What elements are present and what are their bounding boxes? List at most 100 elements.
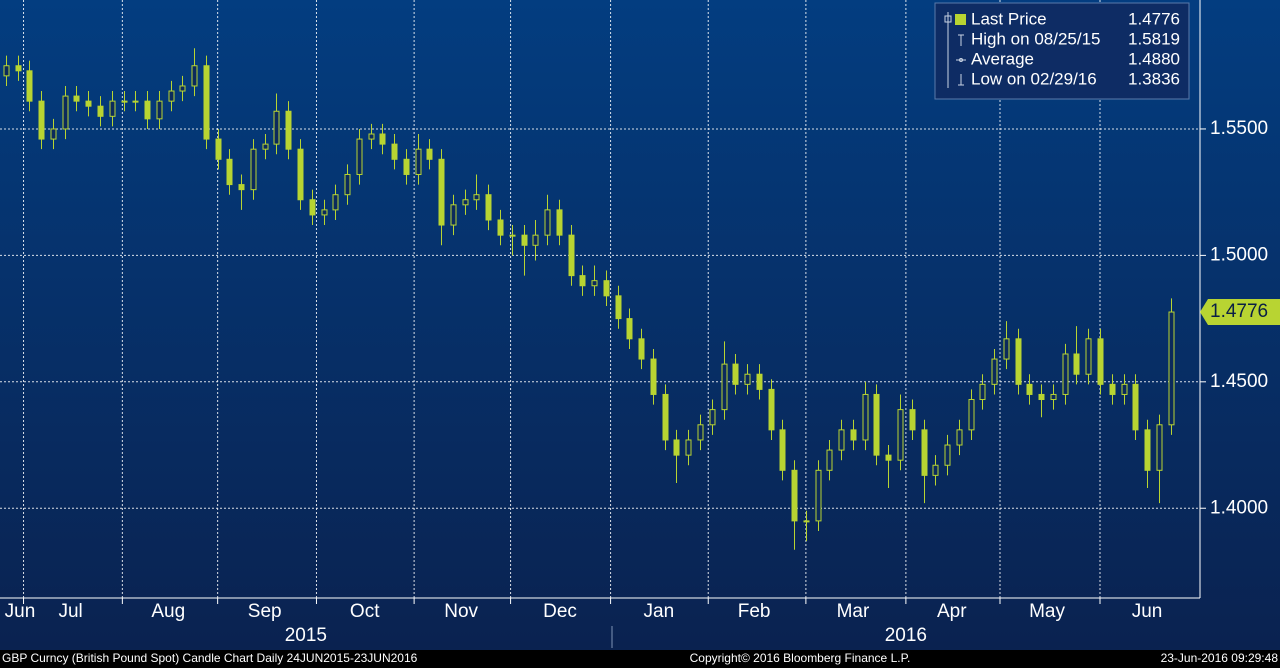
- candle-body: [1038, 393, 1045, 401]
- x-tick-label: Feb: [738, 601, 771, 622]
- x-tick-label: Apr: [937, 601, 967, 622]
- candle-body: [1003, 338, 1010, 360]
- candle-body: [121, 100, 128, 103]
- candle-body: [697, 424, 704, 441]
- x-tick-label: Dec: [543, 601, 577, 622]
- candle-body: [815, 469, 822, 522]
- candle-body: [50, 128, 57, 140]
- candle-body: [144, 100, 151, 120]
- candle-body: [1156, 424, 1163, 471]
- candle-body: [568, 234, 575, 277]
- background: [0, 0, 1280, 650]
- candle-body: [1050, 393, 1057, 401]
- candle-body: [956, 429, 963, 446]
- candle-body: [1132, 383, 1139, 431]
- candle-body: [756, 373, 763, 390]
- legend-value: 1.4880: [1128, 49, 1180, 68]
- candle-body: [1168, 311, 1175, 426]
- y-tick-label: 1.5000: [1210, 244, 1268, 265]
- candle-body: [1144, 429, 1151, 471]
- candle-body: [450, 204, 457, 226]
- candle-body: [297, 148, 304, 201]
- legend: Last Price 1.4776 High on 08/25/15 1.581…: [934, 2, 1190, 100]
- candle-body: [415, 148, 422, 175]
- candle-body: [73, 95, 80, 102]
- legend-swatch: [955, 14, 966, 25]
- candle-body: [850, 429, 857, 441]
- candle-body: [344, 173, 351, 196]
- x-tick-label: Sep: [248, 601, 282, 622]
- candle-body: [673, 439, 680, 456]
- legend-value: 1.4776: [1128, 9, 1180, 28]
- candle-body: [473, 194, 480, 201]
- candle-body: [426, 148, 433, 160]
- candle-body: [1073, 353, 1080, 375]
- candle-body: [944, 444, 951, 466]
- candle-body: [544, 209, 551, 236]
- candle-body: [356, 138, 363, 175]
- y-tick-label: 1.4000: [1210, 497, 1268, 518]
- candle-body: [638, 338, 645, 360]
- candle-body: [685, 439, 692, 456]
- x-tick-label: Jun: [5, 601, 36, 622]
- candle-body: [532, 234, 539, 246]
- y-tick-label: 1.4500: [1210, 371, 1268, 392]
- legend-icons: [944, 12, 966, 88]
- candle-body: [1097, 338, 1104, 385]
- x-tick-label: Jan: [644, 601, 675, 622]
- last-price-label: 1.4776: [1210, 301, 1268, 322]
- year-label: 2016: [885, 625, 927, 646]
- y-tick-label: 1.5500: [1210, 118, 1268, 139]
- footer-left: GBP Curncy (British Pound Spot) Candle C…: [2, 651, 418, 665]
- candle-body: [379, 133, 386, 145]
- candle-body: [826, 449, 833, 471]
- candle-body: [932, 464, 939, 476]
- legend-value: 1.3836: [1128, 69, 1180, 88]
- legend-box: [934, 2, 1190, 100]
- candle-body: [15, 65, 22, 72]
- candle-body: [779, 429, 786, 471]
- candle-body: [203, 65, 210, 140]
- candle-body: [438, 158, 445, 226]
- candle-body: [1062, 353, 1069, 395]
- candle-body: [1015, 338, 1022, 385]
- candle-body: [26, 70, 33, 102]
- candle-body: [250, 148, 257, 191]
- candle-body: [603, 280, 610, 297]
- candle-body: [368, 133, 375, 140]
- candle-body: [262, 143, 269, 150]
- candle-body: [556, 209, 563, 236]
- candle-body: [979, 383, 986, 401]
- candle-body: [191, 65, 198, 87]
- candle-body: [309, 199, 316, 216]
- candle-body: [838, 429, 845, 451]
- x-tick-label: Aug: [151, 601, 185, 622]
- footer-right: 23-Jun-2016 09:29:48: [1161, 651, 1279, 665]
- candle-body: [873, 393, 880, 456]
- candle-body: [732, 363, 739, 385]
- candle-body: [709, 409, 716, 426]
- candle-body: [991, 358, 998, 385]
- legend-label: Low on 02/29/16: [971, 69, 1097, 88]
- x-tick-label: Oct: [350, 601, 380, 622]
- legend-label: High on 08/25/15: [971, 29, 1101, 48]
- x-tick-label: Jun: [1132, 601, 1163, 622]
- candle-body: [509, 234, 516, 237]
- candle-body: [1109, 383, 1116, 395]
- candle-body: [179, 85, 186, 92]
- candle-body: [1085, 338, 1092, 375]
- footer-bar: [0, 650, 1280, 668]
- legend-label: Average: [971, 49, 1034, 68]
- candle-body: [803, 520, 810, 523]
- x-tick-label: May: [1029, 601, 1065, 622]
- candle-body: [497, 219, 504, 236]
- candle-body: [62, 95, 69, 130]
- candle-body: [97, 105, 104, 117]
- candle-body: [897, 409, 904, 461]
- candle-body: [332, 194, 339, 211]
- footer-center: Copyright© 2016 Bloomberg Finance L.P.: [690, 651, 911, 665]
- candle-body: [226, 158, 233, 186]
- candle-body: [3, 65, 10, 77]
- candle-body: [921, 429, 928, 476]
- candle-body: [885, 454, 892, 461]
